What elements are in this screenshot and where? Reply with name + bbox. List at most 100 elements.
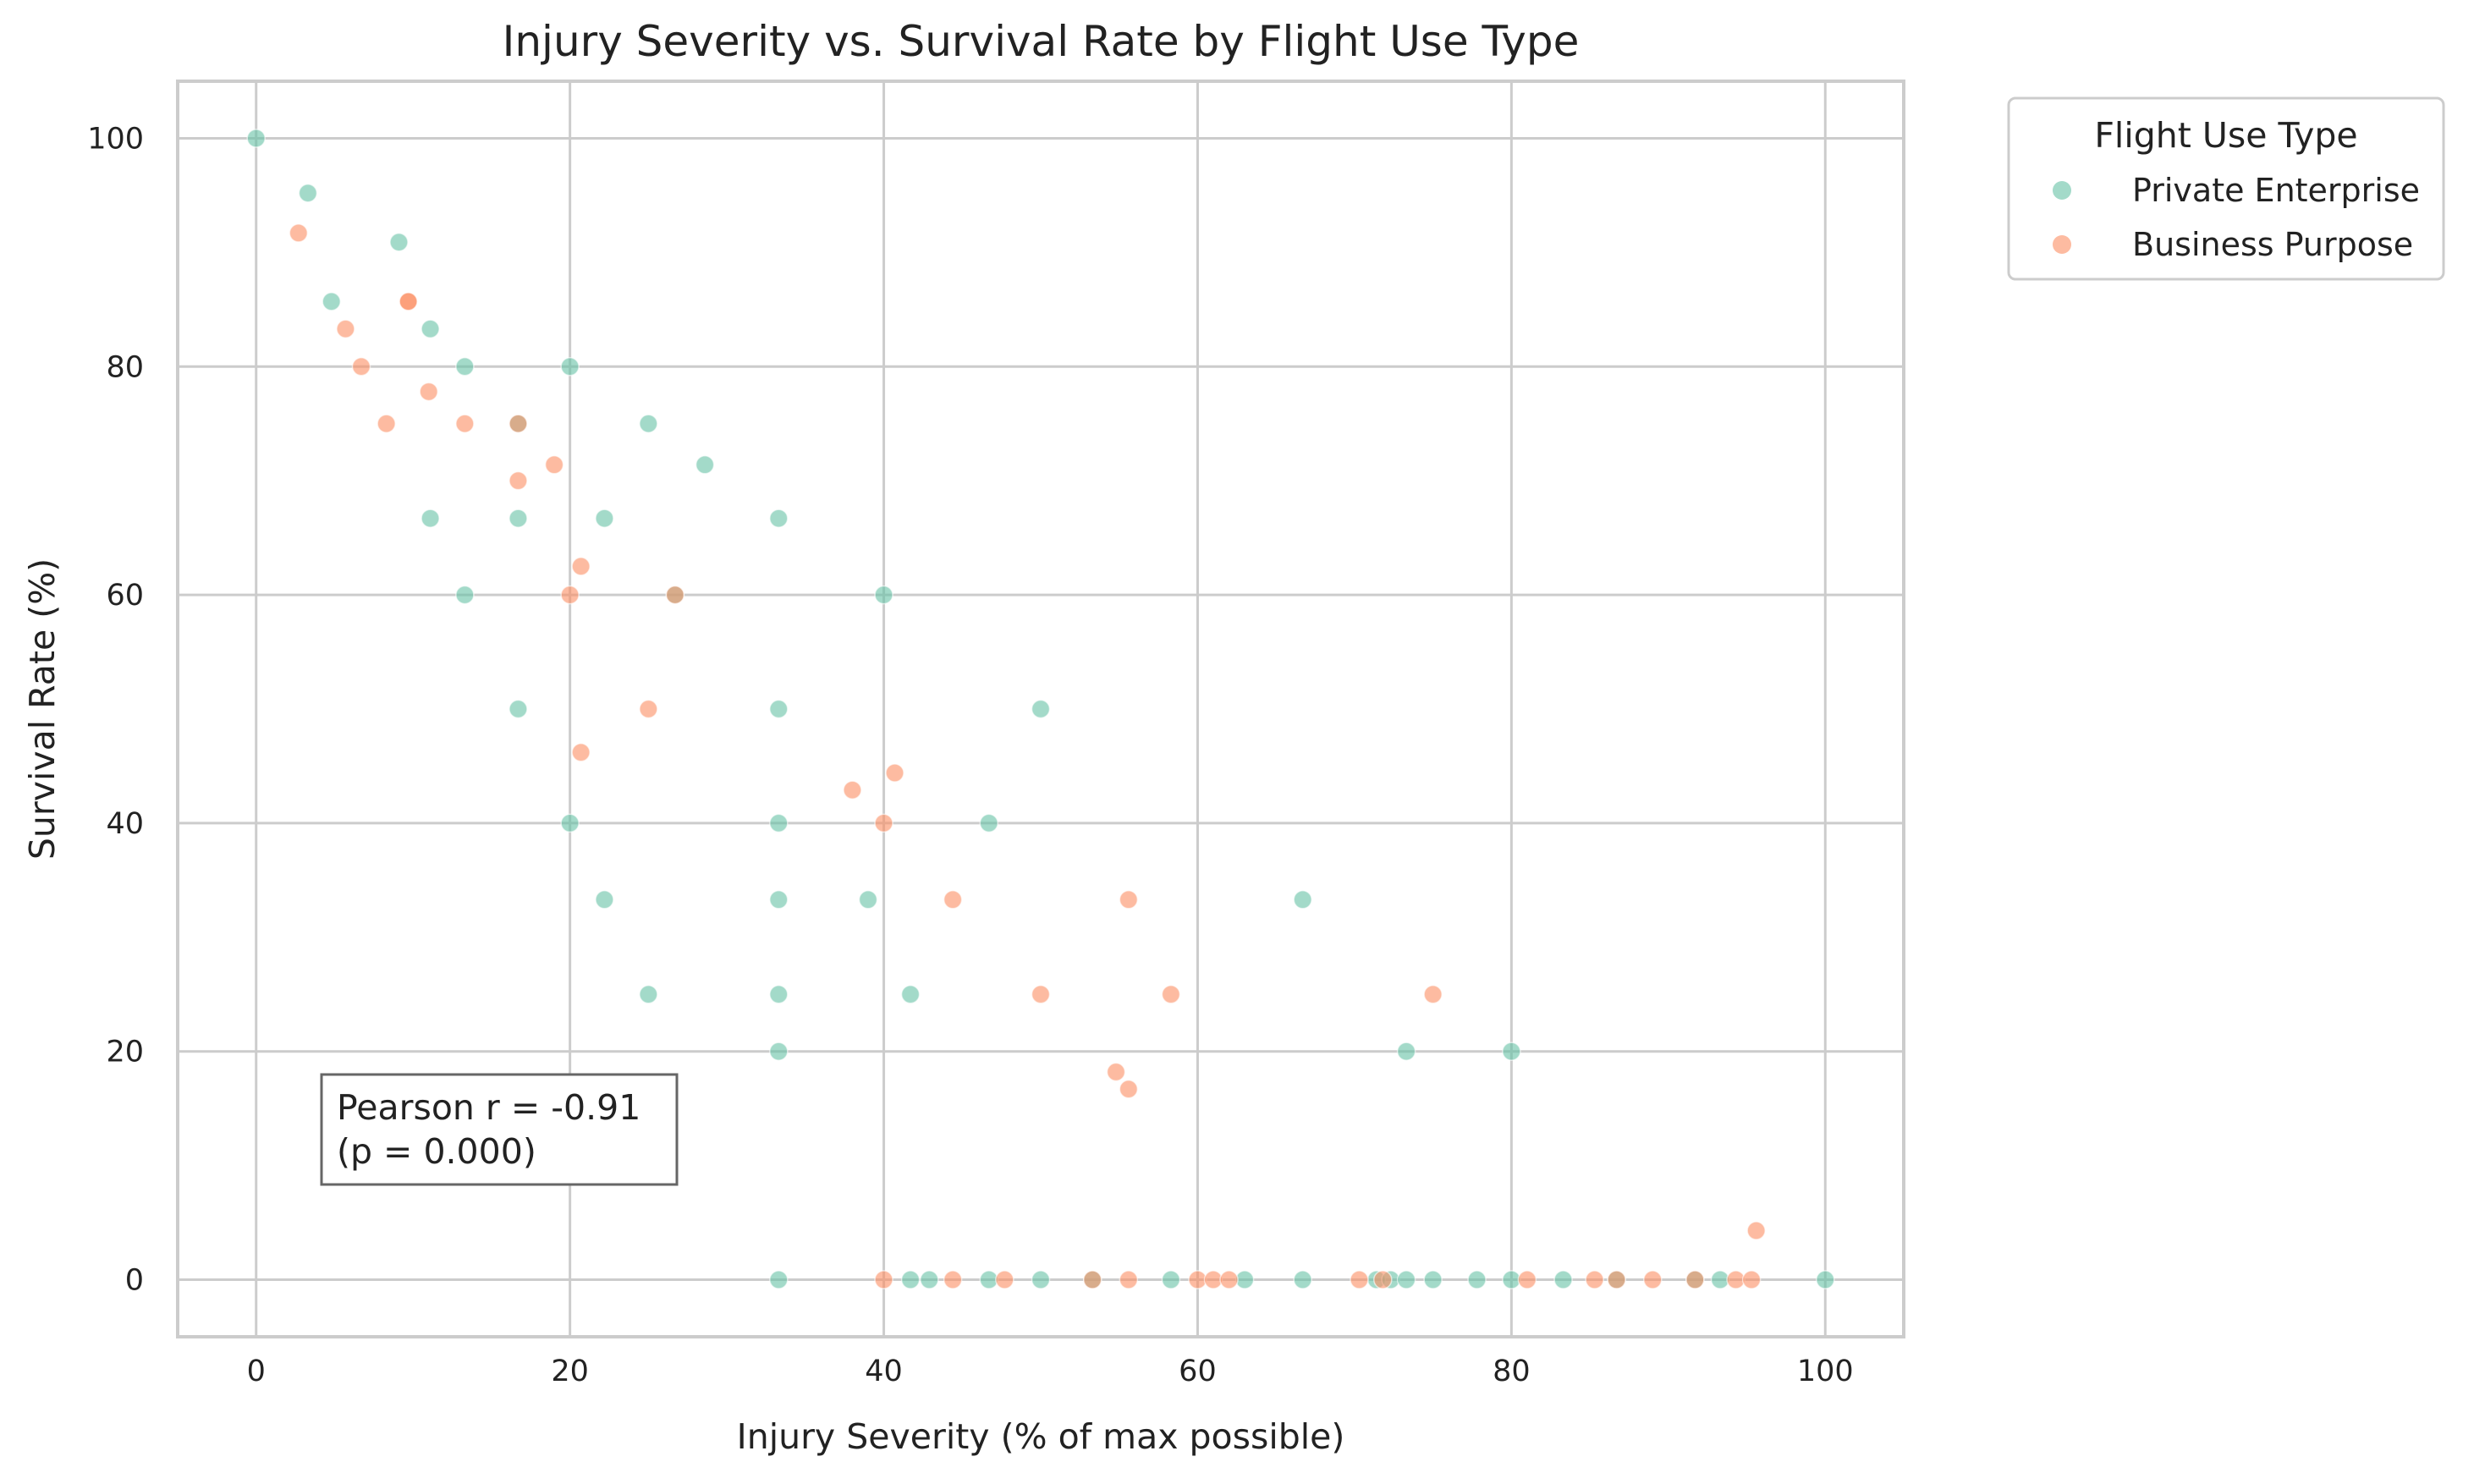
data-point-private-enterprise — [1467, 1270, 1487, 1289]
data-point-business-purpose — [336, 319, 355, 339]
data-point-private-enterprise — [769, 699, 789, 719]
data-point-private-enterprise — [979, 813, 999, 833]
data-point-business-purpose — [571, 557, 591, 576]
data-point-private-enterprise — [900, 985, 921, 1004]
x-tick-label: 20 — [551, 1355, 589, 1388]
y-tick-label: 60 — [106, 579, 144, 613]
data-point-business-purpose — [639, 699, 658, 719]
data-point-business-purpose — [351, 357, 371, 376]
legend-label-private-enterprise: Private Enterprise — [2132, 172, 2420, 209]
data-point-private-enterprise — [1031, 699, 1051, 719]
data-point-private-enterprise — [298, 183, 318, 203]
data-point-business-purpose — [874, 1270, 893, 1289]
y-tick-label: 40 — [106, 807, 144, 841]
data-point-private-enterprise — [1396, 1270, 1416, 1289]
data-point-private-enterprise — [455, 357, 475, 376]
data-point-private-enterprise — [560, 357, 580, 376]
chart-title: Injury Severity vs. Survival Rate by Fli… — [503, 17, 1580, 66]
data-point-business-purpose — [1219, 1270, 1239, 1289]
data-point-private-enterprise — [900, 1270, 921, 1289]
legend-marker-business-purpose — [2053, 235, 2071, 254]
legend-label-business-purpose: Business Purpose — [2132, 226, 2413, 263]
data-point-private-enterprise — [920, 1270, 939, 1289]
data-point-private-enterprise — [560, 813, 580, 833]
data-point-business-purpose — [560, 585, 580, 605]
data-point-business-purpose — [571, 743, 591, 762]
data-point-private-enterprise — [769, 985, 789, 1004]
legend-box — [2007, 96, 2445, 281]
data-point-business-purpose — [1607, 1270, 1626, 1289]
data-point-private-enterprise — [1423, 1270, 1443, 1289]
x-tick-label: 100 — [1797, 1355, 1854, 1388]
data-point-private-enterprise — [455, 585, 475, 605]
data-point-private-enterprise — [769, 890, 789, 910]
data-point-business-purpose — [1119, 1079, 1139, 1099]
annotation-line-2: (p = 0.000) — [337, 1131, 536, 1172]
data-point-private-enterprise — [639, 414, 658, 433]
data-point-business-purpose — [665, 585, 685, 605]
data-point-private-enterprise — [639, 985, 658, 1004]
data-point-business-purpose — [1082, 1270, 1102, 1289]
y-tick-label: 100 — [87, 122, 144, 156]
data-point-business-purpose — [455, 414, 475, 433]
x-axis-label: Injury Severity (% of max possible) — [737, 1416, 1345, 1457]
x-tick-label: 80 — [1493, 1355, 1531, 1388]
y-axis-label: Survival Rate (%) — [22, 558, 63, 860]
data-point-private-enterprise — [1553, 1270, 1573, 1289]
data-point-private-enterprise — [595, 890, 614, 910]
data-point-private-enterprise — [695, 455, 715, 475]
data-point-private-enterprise — [1816, 1270, 1835, 1289]
x-tick-label: 0 — [247, 1355, 266, 1388]
legend: Flight Use Type Private Enterprise Busin… — [2007, 96, 2445, 281]
data-point-private-enterprise — [509, 699, 528, 719]
y-tick-label: 20 — [106, 1036, 144, 1069]
data-point-business-purpose — [1685, 1270, 1705, 1289]
data-point-private-enterprise — [389, 232, 409, 252]
data-point-business-purpose — [1643, 1270, 1663, 1289]
correlation-annotation: Pearson r = -0.91 (p = 0.000) — [320, 1073, 679, 1186]
data-point-business-purpose — [885, 763, 904, 783]
y-tick-label: 0 — [125, 1264, 144, 1298]
legend-marker-private-enterprise — [2053, 181, 2071, 200]
data-point-business-purpose — [943, 1270, 963, 1289]
data-point-business-purpose — [1373, 1270, 1393, 1289]
data-point-business-purpose — [1031, 985, 1051, 1004]
x-tick-label: 60 — [1179, 1355, 1217, 1388]
data-point-private-enterprise — [595, 508, 614, 528]
data-point-private-enterprise — [509, 508, 528, 528]
data-point-business-purpose — [289, 223, 309, 243]
data-point-private-enterprise — [769, 1270, 789, 1289]
data-point-private-enterprise — [769, 813, 789, 833]
data-point-private-enterprise — [1293, 890, 1312, 910]
data-point-business-purpose — [1517, 1270, 1537, 1289]
data-point-private-enterprise — [246, 129, 266, 148]
tick-labels: 0 20 40 60 80 100 0 20 40 60 80 100 — [87, 122, 1853, 1388]
data-point-private-enterprise — [1293, 1270, 1312, 1289]
data-point-business-purpose — [544, 455, 564, 475]
data-point-business-purpose — [509, 414, 528, 433]
data-point-private-enterprise — [858, 890, 878, 910]
data-point-business-purpose — [1119, 1270, 1139, 1289]
data-point-business-purpose — [1423, 985, 1443, 1004]
data-point-private-enterprise — [769, 508, 789, 528]
x-tick-label: 40 — [865, 1355, 903, 1388]
data-point-private-enterprise — [322, 292, 341, 311]
data-point-business-purpose — [943, 890, 963, 910]
data-point-private-enterprise — [874, 585, 893, 605]
y-tick-label: 80 — [106, 350, 144, 384]
data-point-business-purpose — [399, 292, 418, 311]
data-point-private-enterprise — [1396, 1042, 1416, 1061]
data-point-private-enterprise — [421, 508, 440, 528]
data-point-private-enterprise — [769, 1042, 789, 1061]
plot-frame — [176, 80, 1905, 1338]
data-point-private-enterprise — [1161, 1270, 1181, 1289]
data-point-business-purpose — [1746, 1221, 1766, 1240]
data-point-business-purpose — [1585, 1270, 1604, 1289]
data-point-business-purpose — [1106, 1062, 1126, 1082]
legend-title: Flight Use Type — [2094, 115, 2357, 156]
data-point-business-purpose — [1741, 1270, 1762, 1289]
data-point-private-enterprise — [1502, 1042, 1521, 1061]
data-point-business-purpose — [843, 780, 862, 800]
data-point-private-enterprise — [1031, 1270, 1051, 1289]
